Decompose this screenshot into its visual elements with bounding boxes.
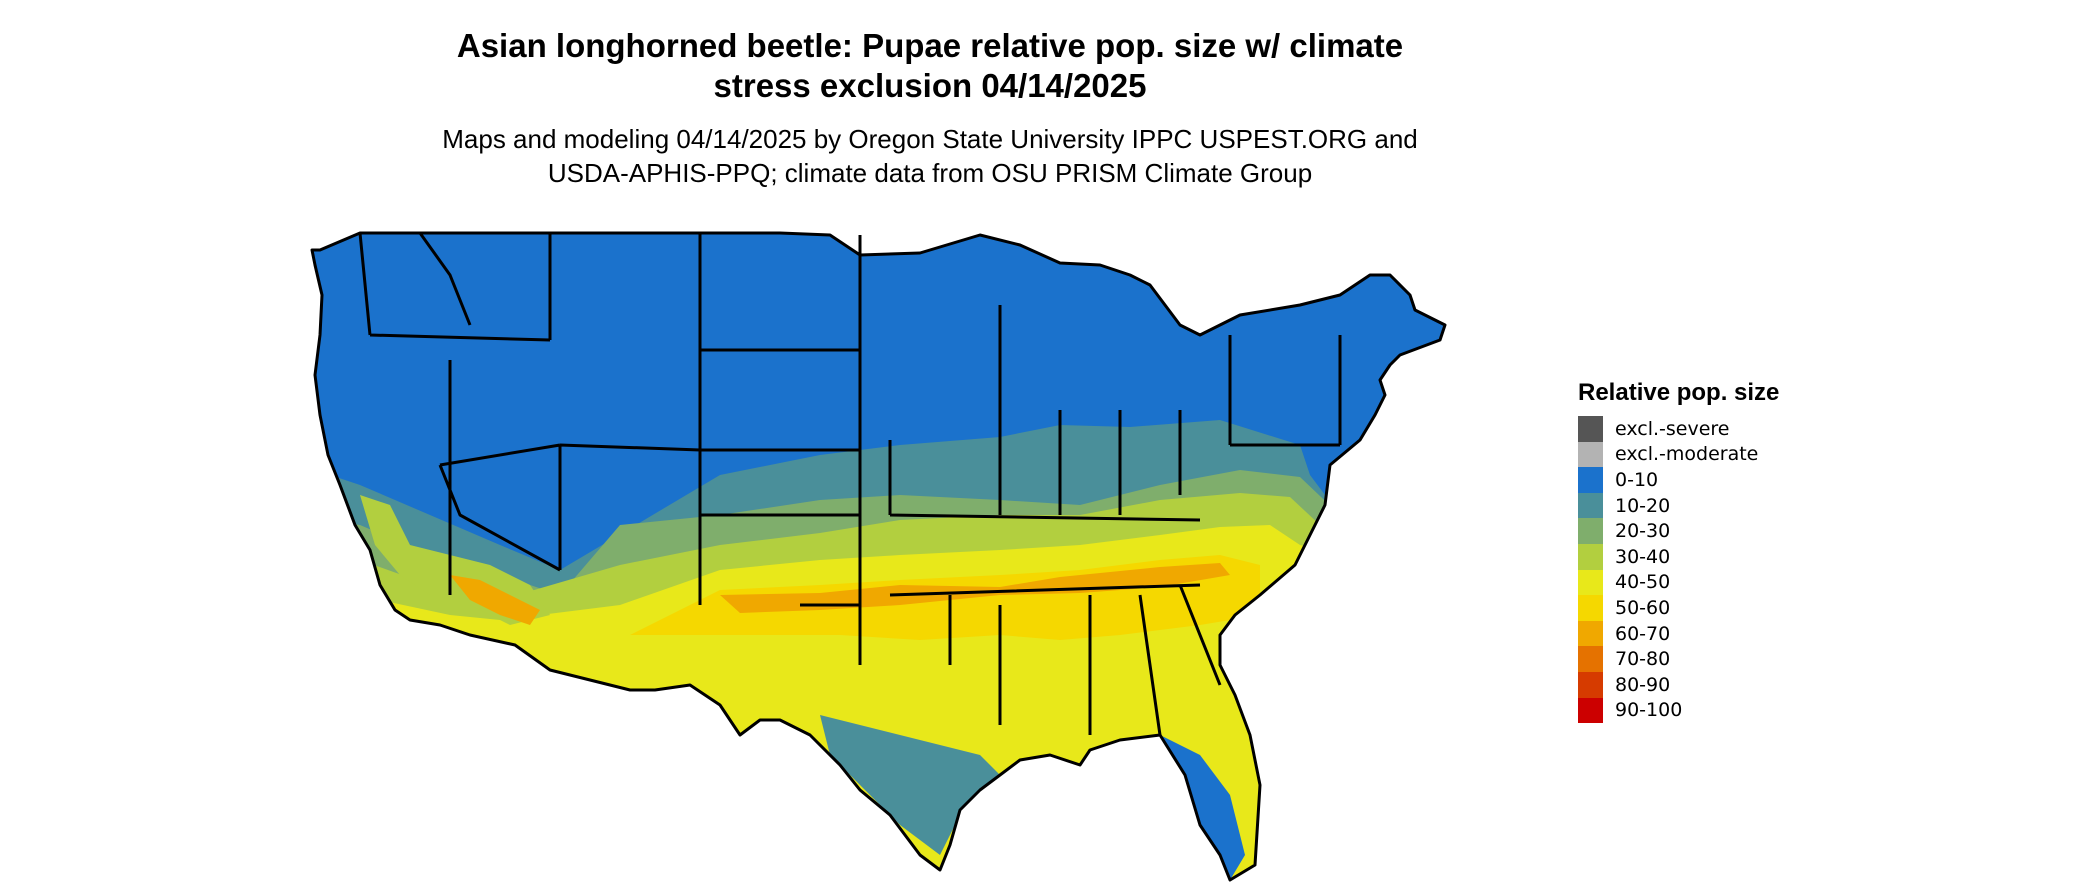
us-map (310, 231, 1447, 882)
legend-label: 90-100 (1615, 699, 1683, 722)
legend-items: excl.-severe excl.-moderate 0-10 10-20 20-30… (1578, 416, 1779, 724)
subtitle-line-2: USDA-APHIS-PPQ; climate data from OSU PR… (547, 158, 1313, 188)
legend-swatch (1578, 518, 1603, 544)
legend-item: 40-50 (1578, 569, 1779, 596)
legend-swatch (1578, 569, 1603, 596)
legend-label: 20-30 (1615, 520, 1671, 543)
subtitle-line-1: Maps and modeling 04/14/2025 by Oregon S… (442, 124, 1418, 154)
legend-item: 70-80 (1578, 646, 1779, 672)
legend-label: 0-10 (1615, 468, 1659, 491)
title-line-1: Asian longhorned beetle: Pupae relative … (456, 27, 1404, 64)
zone-southwest-hot (450, 575, 540, 625)
legend-label: 10-20 (1615, 494, 1671, 517)
legend-swatch (1578, 492, 1603, 519)
legend-item: 50-60 (1578, 595, 1779, 621)
legend-label: 70-80 (1615, 648, 1671, 671)
legend-item: excl.-moderate (1578, 441, 1779, 468)
legend-item: 20-30 (1578, 518, 1779, 544)
legend-label: excl.-severe (1615, 417, 1730, 440)
map-title: Asian longhorned beetle: Pupae relative … (0, 26, 1860, 106)
legend-swatch (1578, 646, 1603, 672)
legend-swatch (1578, 543, 1603, 570)
legend-swatch (1578, 416, 1603, 442)
legend-item: excl.-severe (1578, 416, 1779, 442)
legend-item: 80-90 (1578, 671, 1779, 698)
legend-label: excl.-moderate (1615, 443, 1759, 466)
zone-60-70 (720, 563, 1230, 613)
state-borders (310, 231, 1447, 882)
legend-item: 30-40 (1578, 543, 1779, 570)
legend-swatch (1578, 441, 1603, 468)
legend-label: 30-40 (1615, 545, 1671, 568)
legend-item: 0-10 (1578, 467, 1779, 493)
map-subtitle: Maps and modeling 04/14/2025 by Oregon S… (0, 122, 1860, 190)
legend: Relative pop. size excl.-severe excl.-mod… (1578, 378, 1780, 724)
legend-label: 40-50 (1615, 571, 1671, 594)
legend-swatch (1578, 467, 1603, 493)
zone-gulf-coast (820, 715, 1000, 855)
legend-item: 90-100 (1578, 697, 1779, 724)
legend-item: 60-70 (1578, 620, 1779, 647)
legend-swatch (1578, 697, 1603, 724)
legend-swatch (1578, 620, 1603, 647)
legend-label: 80-90 (1615, 673, 1671, 696)
legend-title: Relative pop. size (1578, 379, 1780, 406)
legend-label: 50-60 (1615, 596, 1671, 619)
legend-label: 60-70 (1615, 622, 1671, 645)
legend-swatch (1578, 595, 1603, 621)
legend-item: 10-20 (1578, 492, 1779, 519)
legend-swatch (1578, 671, 1603, 698)
title-line-2: stress exclusion 04/14/2025 (713, 67, 1147, 104)
population-raster (312, 233, 1445, 880)
